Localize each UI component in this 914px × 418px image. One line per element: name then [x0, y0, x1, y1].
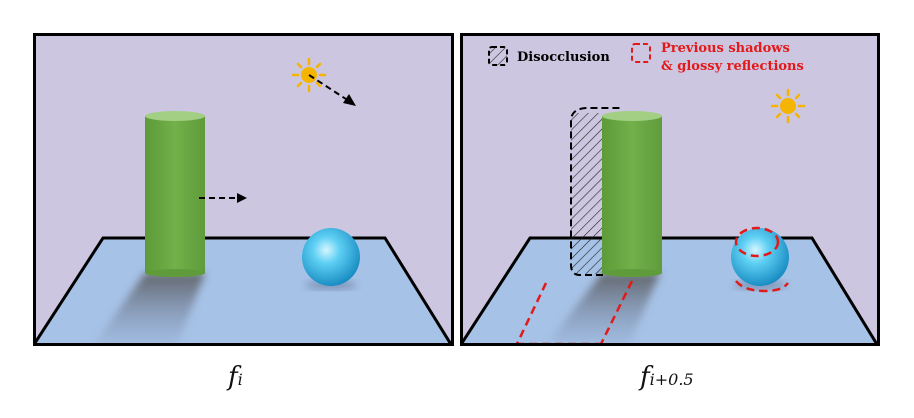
- scene-interpolated: Disocclusion Previous shadows & glossy r…: [460, 33, 880, 346]
- legend-previous-label-line2: & glossy reflections: [661, 59, 804, 74]
- disocclusion-region: [570, 107, 620, 276]
- frame-panel-current: [33, 33, 454, 346]
- sun-icon: [770, 88, 806, 124]
- legend-previous-label-line1: Previous shadows: [661, 41, 790, 56]
- scene-current: [33, 33, 454, 346]
- caption-interpolated-main: f: [640, 362, 650, 392]
- caption-current-main: f: [228, 362, 238, 392]
- sun-motion-arrow: [308, 74, 356, 106]
- legend: Disocclusion Previous shadows & glossy r…: [488, 41, 804, 74]
- cylinder: [145, 111, 205, 277]
- caption-interpolated-frame: fi+0.5: [640, 362, 694, 392]
- dashed-arrow-icon: [199, 193, 247, 203]
- caption-current-subscript: i: [237, 370, 243, 389]
- caption-current-frame: fi: [228, 362, 243, 392]
- cylinder: [602, 111, 662, 277]
- frame-panel-interpolated: Disocclusion Previous shadows & glossy r…: [460, 33, 880, 346]
- previous-reflection-outline: [734, 226, 789, 293]
- panel-frame: [460, 33, 880, 346]
- sphere: [731, 228, 789, 286]
- cylinder-shadow: [548, 273, 660, 343]
- hatched-square-icon: [488, 46, 508, 66]
- panel-frame: [33, 33, 454, 346]
- cylinder-shadow: [95, 273, 205, 343]
- floor-plane: [33, 236, 454, 346]
- caption-interpolated-subscript: i+0.5: [649, 370, 694, 389]
- legend-disocclusion-label: Disocclusion: [517, 50, 610, 65]
- sphere: [302, 228, 360, 286]
